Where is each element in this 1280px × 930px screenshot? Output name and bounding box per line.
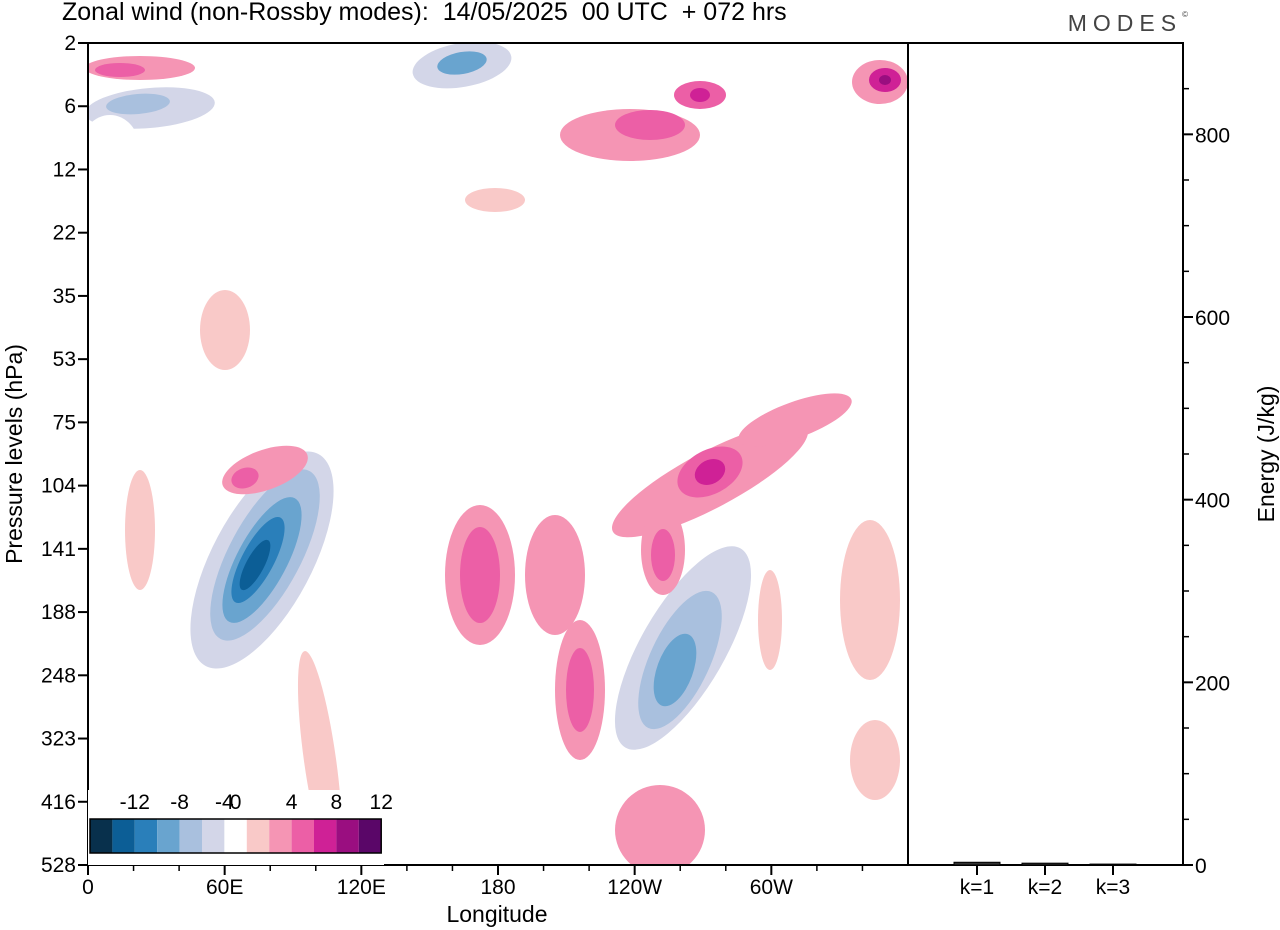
contour-patch	[231, 467, 259, 489]
energy-axis-ticks: 0 200 400 600 800	[1183, 87, 1230, 878]
energy-bars: k=1 k=2 k=3	[953, 861, 1137, 899]
colorbar-cell	[246, 819, 270, 853]
y-tick-label: 104	[41, 475, 76, 498]
y-tick-label: 12	[53, 158, 76, 181]
colorbar-cell	[134, 819, 158, 853]
contour-patch	[690, 88, 710, 102]
energy-tick-label: 400	[1195, 490, 1230, 513]
x-tick-label: 0	[82, 876, 94, 899]
contour-patch	[653, 633, 697, 707]
energy-tick-label: 0	[1195, 855, 1207, 878]
x-tick-label: 60W	[750, 876, 793, 899]
energy-x-tick-label: k=1	[960, 876, 994, 899]
colorbar-cell	[358, 819, 382, 853]
y-tick-label: 528	[41, 854, 76, 877]
x-tick-label: 60E	[206, 876, 243, 899]
energy-x-tick-label: k=3	[1096, 876, 1130, 899]
colorbar-cell	[314, 819, 337, 853]
brand-logo: MODES©	[1068, 10, 1188, 37]
energy-bar-k=1	[953, 861, 1001, 866]
colorbar-label: 8	[331, 791, 343, 814]
x-tick-label: 180	[480, 876, 515, 899]
contour-patch	[758, 570, 782, 670]
contour-patch	[465, 188, 525, 212]
contour-patch	[850, 720, 900, 800]
contour-patch	[460, 527, 500, 623]
energy-axis-title: Energy (J/kg)	[1253, 386, 1279, 523]
y-tick-label: 188	[41, 601, 76, 624]
contour-patch	[525, 515, 585, 635]
colorbar-label: 12	[370, 791, 393, 814]
y-tick-label: 22	[53, 222, 76, 245]
contour-patch	[125, 470, 155, 590]
contour-patch	[415, 325, 465, 375]
contour-patch	[738, 393, 852, 447]
x-axis-ticks: 0 60E 120E 180 120W 60W	[82, 865, 864, 899]
y-tick-label: 141	[41, 538, 76, 561]
colorbar-label: -8	[170, 791, 189, 814]
colorbar-label: -12	[120, 791, 150, 814]
contour-patch	[867, 95, 908, 215]
copyright-mark: ©	[1182, 10, 1188, 19]
colorbar-outline	[89, 818, 382, 854]
y-tick-label: 6	[64, 95, 76, 118]
y-tick-label: 323	[41, 728, 76, 751]
y-axis-title: Pressure levels (hPa)	[1, 344, 27, 564]
x-tick-label: 120E	[337, 876, 386, 899]
colorbar-cell	[112, 819, 135, 853]
energy-tick-label: 600	[1195, 307, 1230, 330]
contour-patch	[863, 420, 907, 500]
contour-patch	[566, 648, 594, 732]
colorbar-labels: -12 -8 -40 4 8 12	[120, 791, 393, 814]
colorbar-cell	[157, 819, 180, 853]
contour-patch	[200, 290, 250, 370]
y-tick-label: 248	[41, 664, 76, 687]
x-axis-title: Longitude	[446, 901, 547, 927]
colorbar-cell	[90, 819, 113, 853]
colorbar-cell	[224, 819, 247, 853]
x-tick-label: 120W	[607, 876, 662, 899]
contour-patch	[88, 115, 140, 185]
colorbar-cell	[291, 819, 314, 853]
contour-patch	[879, 75, 891, 85]
colorbar-label: -4	[215, 791, 234, 814]
energy-bar-k=2	[1021, 862, 1069, 866]
y-tick-label: 35	[53, 285, 76, 308]
contour-patch	[840, 520, 900, 680]
contour-patch	[694, 459, 726, 485]
brand-text: MODES	[1067, 10, 1183, 36]
energy-x-tick-label: k=2	[1028, 876, 1062, 899]
colorbar-cell	[202, 819, 225, 853]
energy-tick-label: 200	[1195, 672, 1230, 695]
energy-tick-label: 800	[1195, 124, 1230, 147]
contour-patch	[437, 51, 487, 75]
colorbar-cell	[179, 819, 202, 853]
contour-patch	[95, 63, 145, 77]
colorbar-cell	[336, 819, 359, 853]
contour-patch	[234, 359, 366, 421]
y-tick-label: 53	[53, 348, 76, 371]
colorbar-label: 0	[230, 791, 242, 814]
contour-fields	[88, 43, 908, 865]
colorbar: -12 -8 -40 4 8 12	[88, 790, 393, 865]
contour-patch	[651, 529, 675, 581]
contour-patch	[615, 43, 705, 78]
y-tick-label: 416	[41, 791, 76, 814]
contour-patch	[615, 785, 705, 865]
contour-patch	[239, 539, 271, 591]
energy-panel-frame	[907, 42, 1184, 866]
y-tick-label: 2	[64, 32, 76, 55]
contour-patch	[106, 93, 170, 115]
colorbar-cells	[89, 818, 382, 854]
y-tick-label: 75	[53, 411, 76, 434]
wind-heatmap	[88, 43, 908, 865]
colorbar-label: 4	[286, 791, 298, 814]
y-axis-ticks: 2 6 12 22 35 53 75 104 141 188 248 323 416 528	[41, 32, 88, 877]
contour-patch	[615, 110, 685, 140]
colorbar-cell	[269, 819, 292, 853]
chart-title: Zonal wind (non-Rossby modes): 14/05/202…	[62, 0, 787, 26]
energy-bar-k=3	[1089, 863, 1137, 866]
